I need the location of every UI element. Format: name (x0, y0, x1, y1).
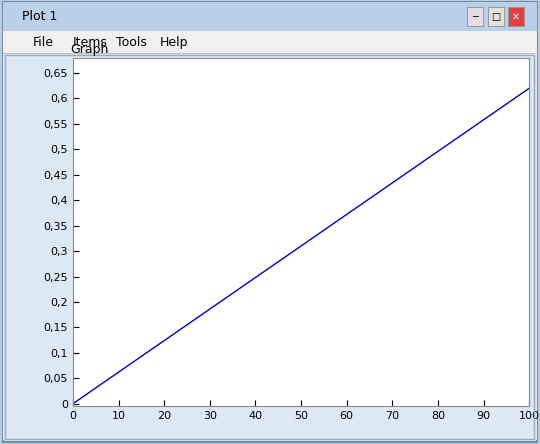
Text: Help: Help (159, 36, 188, 49)
Text: File: File (32, 36, 53, 49)
Text: Graph: Graph (70, 43, 109, 56)
Text: Tools: Tools (116, 36, 147, 49)
Text: Items: Items (73, 36, 108, 49)
Text: □: □ (491, 12, 501, 22)
Text: ✕: ✕ (512, 12, 521, 22)
Text: Plot 1: Plot 1 (22, 10, 57, 23)
Text: ─: ─ (472, 12, 478, 22)
